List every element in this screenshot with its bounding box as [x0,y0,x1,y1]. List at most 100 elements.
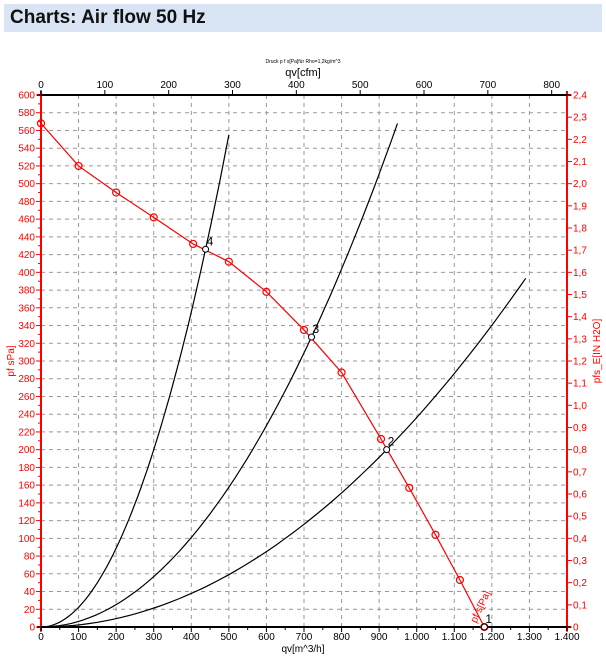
chart-subtitle: Druck p f s[Pa]für Rho=1,2kg/m^3 [265,59,340,65]
x-tick-label: 500 [221,632,238,643]
y-tick-label: 0 [29,623,35,634]
y-tick-label: 200 [18,445,35,456]
y-tick-label: 60 [24,569,36,580]
fan-curve-marker [149,213,158,222]
y-tick-label: 440 [18,232,35,243]
x2-tick-label: 500 [352,80,369,91]
fan-curve-marker [405,483,414,492]
x2-tick-label: 700 [480,80,497,91]
fan-curve-marker [455,575,465,585]
y2-tick-label: 2,0 [573,179,587,190]
y2-tick-label: 1,5 [573,290,587,301]
y2-tick-label: 0,4 [573,534,587,545]
y2-tick-label: 1,2 [573,357,587,368]
y2-tick-label: 1,6 [573,268,587,279]
operating-point-label: 3 [313,322,320,336]
y2-tick-label: 2,3 [573,113,587,124]
x-tick-label: 1.100 [442,632,467,643]
operating-point [383,446,391,454]
x-tick-label: 900 [371,632,388,643]
y-tick-label: 500 [18,179,35,190]
system-curve-4 [40,134,230,628]
y2-tick-label: 1,9 [573,201,587,212]
y-axis-label: pf sPa] [6,345,17,376]
y-tick-label: 120 [18,516,35,527]
y2-tick-label: 1,3 [573,334,587,345]
x-tick-label: 100 [70,632,87,643]
y2-tick-label: 1,8 [573,224,587,235]
fan-curve-marker [431,530,440,539]
fan-curve-marker [36,119,46,128]
operating-point [480,623,488,631]
y2-tick-label: 2,1 [573,157,587,168]
x-tick-label: 700 [296,632,313,643]
y-tick-label: 280 [18,374,35,385]
y-tick-label: 400 [18,268,35,279]
y-tick-label: 160 [18,481,35,492]
y2-tick-label: 0,5 [573,512,587,523]
operating-point [308,333,316,341]
y-tick-label: 600 [18,91,35,102]
y-tick-label: 520 [18,161,35,172]
y-tick-label: 540 [18,144,35,155]
x2-tick-label: 0 [38,80,44,91]
y-tick-label: 420 [18,250,35,261]
y-tick-label: 260 [18,392,35,403]
fan-curve-marker [262,287,271,296]
y2-tick-label: 0,2 [573,578,587,589]
y-tick-label: 40 [24,587,36,598]
x-tick-label: 0 [38,632,44,643]
x-tick-label: 1.000 [404,632,429,643]
fan-curve-marker [376,434,386,444]
y2-tick-label: 1,4 [573,312,587,323]
y-tick-label: 20 [24,605,36,616]
operating-point [202,245,210,253]
y2-tick-label: 0,9 [573,423,587,434]
y2-tick-label: 2,2 [573,135,587,146]
y2-tick-label: 1,0 [573,401,587,412]
x2-tick-label: 300 [224,80,241,91]
fan-curve-marker [74,161,83,171]
operating-point-label: 4 [207,234,214,248]
page-header: Charts: Air flow 50 Hz [4,4,602,32]
x2-tick-label: 800 [543,80,560,91]
x-tick-label: 300 [145,632,162,643]
x-tick-label: 400 [183,632,200,643]
system-curve-3 [40,123,399,628]
y2-tick-label: 1,1 [573,379,587,390]
y2-tick-label: 0,7 [573,467,587,478]
fan-curve-marker [189,239,198,249]
y2-axis-label: pfs_E[IN H2O] [592,319,603,384]
y-tick-label: 100 [18,534,35,545]
operating-point-label: 2 [388,435,395,449]
x2-tick-label: 100 [96,80,113,91]
y2-tick-label: 0 [573,623,579,634]
fan-curve-marker [112,188,121,197]
page-title: Charts: Air flow 50 Hz [10,7,206,28]
y2-tick-label: 1,7 [573,246,587,257]
y-tick-label: 320 [18,339,35,350]
x-tick-label: 800 [333,632,350,643]
y-tick-label: 560 [18,126,35,137]
fan-curve-marker [299,325,309,335]
y-tick-label: 300 [18,357,35,368]
y-tick-label: 380 [18,286,35,297]
y-tick-label: 480 [18,197,35,208]
y2-tick-label: 0,8 [573,445,587,456]
y2-tick-label: 0,1 [573,600,587,611]
y-tick-label: 180 [18,463,35,474]
y-tick-label: 80 [24,552,36,563]
system-curve-2 [40,277,527,628]
x-tick-label: 1.200 [479,632,504,643]
x2-tick-label: 400 [288,80,305,91]
x2-tick-label: 600 [416,80,433,91]
operating-point-label: 1 [485,612,492,626]
y2-tick-label: 2,4 [573,91,587,102]
x-tick-label: 200 [108,632,125,643]
y-tick-label: 360 [18,303,35,314]
y-tick-label: 340 [18,321,35,332]
y-tick-label: 580 [18,108,35,119]
fan-curve-marker [337,368,346,377]
y2-tick-label: 0,3 [573,556,587,567]
